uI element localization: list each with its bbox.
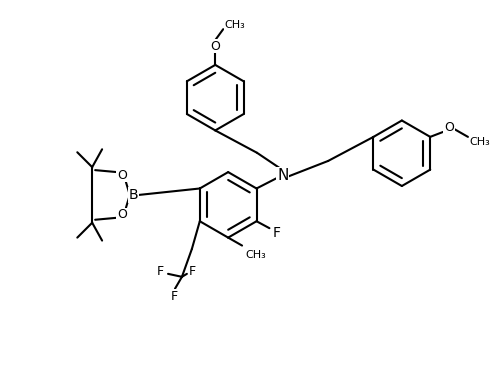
Text: CH₃: CH₃: [470, 137, 490, 147]
Text: CH₃: CH₃: [246, 251, 266, 260]
Text: O: O: [117, 208, 127, 221]
Text: O: O: [210, 40, 220, 53]
Text: F: F: [156, 265, 164, 278]
Text: CH₃: CH₃: [224, 20, 246, 30]
Text: B: B: [129, 188, 138, 202]
Text: F: F: [188, 265, 196, 278]
Text: N: N: [277, 167, 288, 183]
Text: O: O: [444, 122, 454, 134]
Text: F: F: [170, 290, 177, 303]
Text: O: O: [117, 169, 127, 182]
Text: F: F: [272, 226, 280, 240]
